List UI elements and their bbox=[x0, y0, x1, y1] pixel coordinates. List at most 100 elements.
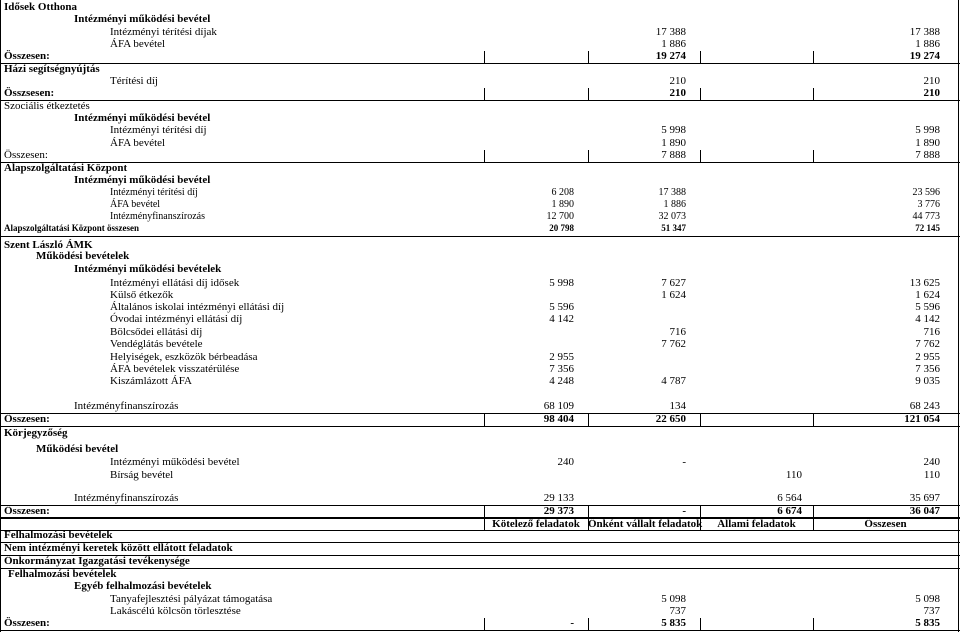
row-label: Egyéb felhalmozási bevételek bbox=[74, 580, 212, 592]
table-row: Tanyafejlesztési pályázat támogatása 5 09… bbox=[0, 594, 960, 606]
row-label: Bölcsődei ellátási díj bbox=[110, 326, 203, 338]
row-label: Alapszolgáltatási Központ összesen bbox=[4, 223, 139, 233]
col-divider bbox=[484, 414, 485, 427]
row-value: 98 404 bbox=[543, 413, 574, 425]
row-label: Intézményi működési bevétel bbox=[74, 13, 211, 25]
col-divider bbox=[484, 506, 485, 519]
row-value: 110 bbox=[923, 469, 940, 481]
sheet-right-border bbox=[958, 0, 959, 632]
row-value: 240 bbox=[557, 456, 575, 468]
row-value: 4 142 bbox=[915, 313, 940, 325]
col-divider bbox=[813, 618, 814, 631]
row-value: - bbox=[682, 456, 686, 468]
row-value: 29 373 bbox=[543, 505, 574, 517]
row-value: 134 bbox=[669, 400, 687, 412]
col-divider bbox=[813, 150, 814, 163]
col-divider bbox=[484, 88, 485, 101]
row-value: 121 054 bbox=[904, 413, 940, 425]
row-label: Összesen: bbox=[4, 617, 50, 629]
table-row: Felhalmozási bevételek bbox=[0, 569, 960, 581]
col-divider bbox=[484, 51, 485, 64]
row-value: 17 388 bbox=[655, 26, 686, 38]
table-row: Általános iskolai intézményi ellátási dí… bbox=[0, 302, 960, 314]
row-label: Helyiségek, eszközök bérbeadása bbox=[110, 351, 258, 363]
row-label: Kiszámlázott ÁFA bbox=[110, 375, 192, 387]
row-value: 6 208 bbox=[551, 187, 575, 198]
table-row: Működési bevétel bbox=[0, 444, 960, 456]
table-row: Helyiségek, eszközök bérbeadása 2 955 2 95… bbox=[0, 352, 960, 364]
table-row: Összesen: - 5 835 5 835 bbox=[0, 618, 960, 631]
table-row: Felhalmozási bevételek bbox=[0, 530, 960, 543]
row-value: 2 955 bbox=[915, 351, 940, 363]
table-row: Intézményfinanszírozás 29 133 6 564 35 697 bbox=[0, 493, 960, 506]
row-label: ÁFA bevétel bbox=[110, 38, 166, 50]
table-row: ÁFA bevétel 1 890 1 890 bbox=[0, 138, 960, 150]
table-row: Térítési díj 210 210 bbox=[0, 76, 960, 88]
row-label: Intézményi térítési díj bbox=[110, 124, 207, 136]
row-label: ÁFA bevétel bbox=[110, 199, 161, 210]
row-value: 5 098 bbox=[915, 593, 940, 605]
table-row: Bírság bevétel 110 110 bbox=[0, 470, 960, 482]
row-label: Alapszolgáltatási Központ bbox=[4, 162, 128, 174]
row-label: Összesen: bbox=[4, 149, 48, 161]
table-row: Intézményfinanszírozás 12 700 32 073 44 773 bbox=[0, 212, 960, 224]
row-value: 1 890 bbox=[915, 137, 940, 149]
col-divider bbox=[588, 618, 589, 631]
header-onkent: Önként vállalt feladatok bbox=[588, 518, 703, 530]
row-value: 13 625 bbox=[909, 277, 940, 289]
row-value: 36 047 bbox=[909, 505, 940, 517]
table-row: Nem intézményi keretek között ellátott f… bbox=[0, 543, 960, 556]
table-row: Intézményi térítési díj 5 998 5 998 bbox=[0, 125, 960, 137]
row-value: 68 109 bbox=[543, 400, 574, 412]
row-value: 35 697 bbox=[909, 492, 940, 504]
row-value: 5 998 bbox=[915, 124, 940, 136]
row-value: 7 762 bbox=[661, 338, 686, 350]
table-row: Összsesen: 210 210 bbox=[0, 88, 960, 101]
row-value: 68 243 bbox=[909, 400, 940, 412]
row-label: Összsesen: bbox=[4, 87, 55, 99]
row-label: Intézményfinanszírozás bbox=[110, 211, 205, 222]
table-row: Intézményi működési bevétel bbox=[0, 175, 960, 187]
row-label: Felhalmozási bevételek bbox=[4, 529, 113, 541]
column-header-row: Kötelező feladatok Önként vállalt felada… bbox=[0, 517, 960, 531]
table-row: Intézményi működési bevétel bbox=[0, 14, 960, 27]
table-row: Vendéglátás bevétele 7 762 7 762 bbox=[0, 339, 960, 351]
table-row: Összesen: 19 274 19 274 bbox=[0, 51, 960, 64]
row-label: Szociális étkeztetés bbox=[4, 100, 90, 112]
table-row: Lakáscélú kölcsön törlesztése 737 737 bbox=[0, 606, 960, 618]
table-row: Összesen: 29 373 - 6 674 36 047 bbox=[0, 506, 960, 519]
row-label: Intézményi térítési díjak bbox=[110, 26, 217, 38]
row-value: 22 650 bbox=[655, 413, 686, 425]
row-value: 737 bbox=[669, 605, 687, 617]
table-row: Intézményi ellátási díj idősek 5 998 7 627… bbox=[0, 278, 960, 290]
col-divider bbox=[588, 51, 589, 64]
table-row: Intézményfinanszírozás 68 109 134 68 243 bbox=[0, 401, 960, 414]
row-label: Összesen: bbox=[4, 505, 50, 517]
row-value: 240 bbox=[923, 456, 941, 468]
row-value: 1 886 bbox=[663, 199, 687, 210]
row-label: Óvodai intézményi ellátási díj bbox=[110, 313, 243, 325]
table-row: Alapszolgáltatási Központ bbox=[0, 163, 960, 175]
row-value: 1 624 bbox=[661, 289, 686, 301]
table-row: Külső étkezők 1 624 1 624 bbox=[0, 290, 960, 302]
row-value: 1 890 bbox=[661, 137, 686, 149]
row-label: Tanyafejlesztési pályázat támogatása bbox=[110, 593, 273, 605]
col-divider bbox=[700, 51, 701, 64]
row-label: Működési bevétel bbox=[36, 443, 119, 455]
row-value: 19 274 bbox=[655, 50, 686, 62]
col-divider bbox=[700, 618, 701, 631]
row-value: 5 998 bbox=[661, 124, 686, 136]
header-allami: Állami feladatok bbox=[717, 518, 796, 530]
row-value: 7 888 bbox=[915, 149, 940, 161]
table-row: Alapszolgáltatási Központ összesen 20 798… bbox=[0, 224, 960, 237]
row-value: 210 bbox=[669, 87, 687, 99]
row-value: 737 bbox=[923, 605, 941, 617]
row-label: Intézményi működési bevétel bbox=[74, 112, 211, 124]
row-value: 17 388 bbox=[909, 26, 940, 38]
row-value: 29 133 bbox=[543, 492, 574, 504]
table-row: Körjegyzőség bbox=[0, 428, 960, 440]
row-value: 110 bbox=[785, 469, 802, 481]
row-value: 5 596 bbox=[549, 301, 574, 313]
row-value: 19 274 bbox=[909, 50, 940, 62]
